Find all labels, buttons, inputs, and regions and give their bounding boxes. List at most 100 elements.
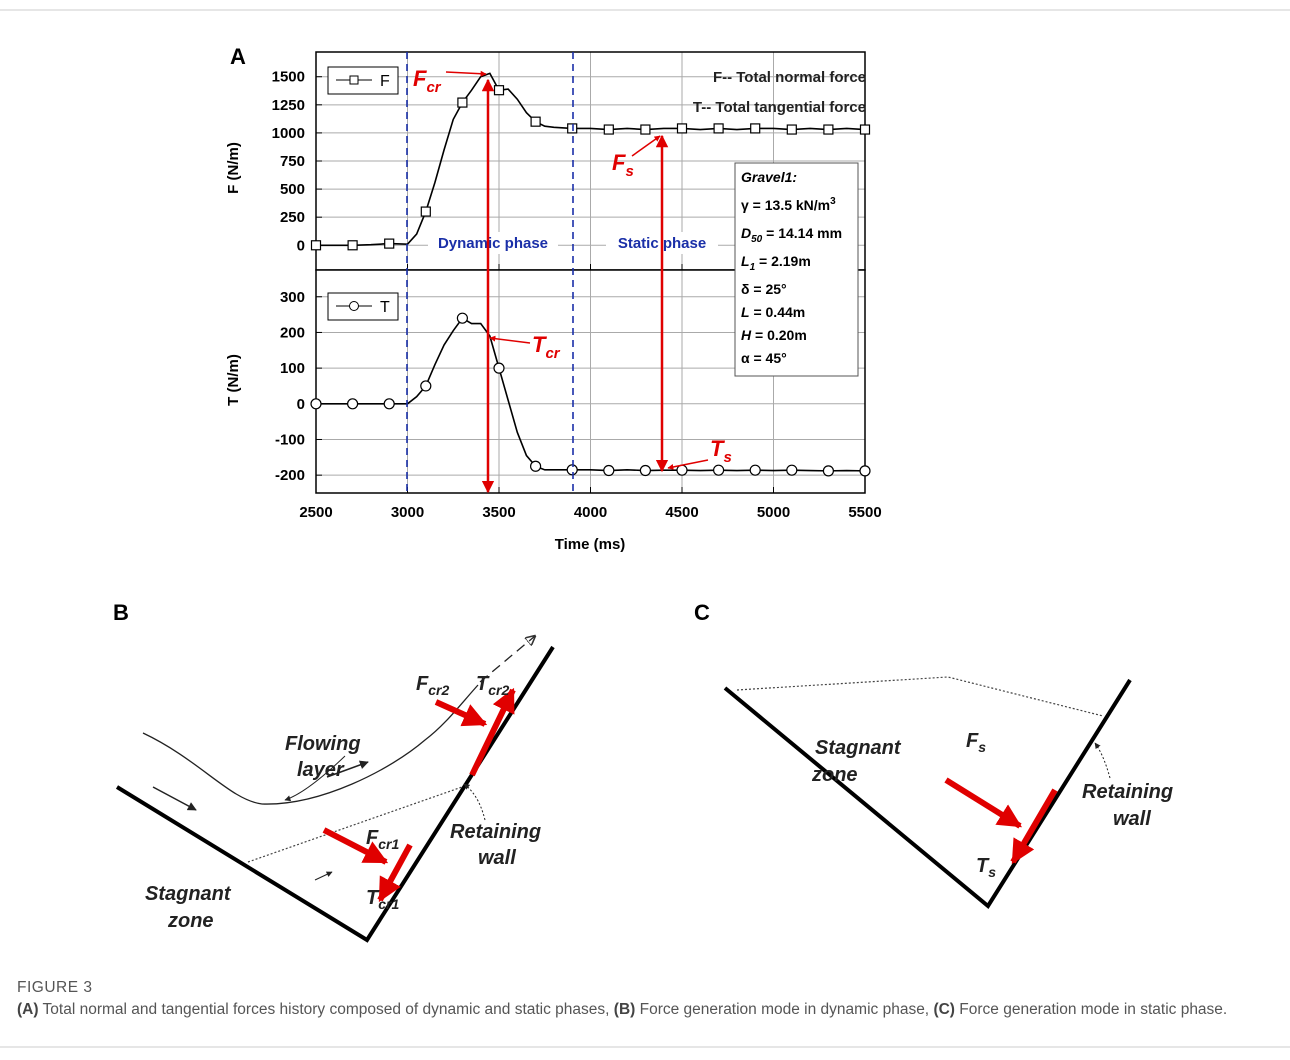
marker (676, 123, 688, 134)
info-line: D50 = 14.14 mm (741, 225, 842, 245)
x-tick-label: 5000 (757, 504, 790, 521)
legend-label: T (380, 299, 390, 316)
annotation: Dynamic phase (438, 235, 548, 252)
y-tick-label: 250 (280, 209, 305, 226)
annotation-text: F (612, 150, 626, 175)
force-text: F (416, 673, 429, 695)
marker (310, 240, 322, 251)
force-label: Tcr1 (366, 887, 399, 912)
marker (786, 124, 797, 135)
x-tick-label: 4000 (574, 504, 607, 521)
legend-marker (349, 301, 359, 311)
marker (749, 464, 761, 476)
info-text: L (741, 253, 750, 269)
y-tick-label: 750 (280, 153, 305, 170)
leader (463, 783, 486, 821)
info-box (734, 162, 859, 377)
info-text: = 2.19m (755, 253, 811, 269)
y-tick-label: 1500 (272, 69, 305, 86)
marker (750, 123, 761, 134)
x-tick-label: 2500 (299, 504, 332, 521)
flow-arrow (479, 636, 535, 683)
marker (493, 362, 505, 374)
force-text: T (976, 855, 990, 877)
marker (822, 465, 835, 477)
force-text: T (366, 887, 380, 909)
info-text: δ = 25° (741, 281, 787, 297)
ground-wall (723, 678, 1132, 909)
info-text: 50 (751, 234, 763, 245)
marker (383, 398, 395, 410)
diagram-label: Stagnant (815, 737, 902, 759)
force-label: Fcr1 (366, 827, 399, 852)
y-tick-label: 500 (280, 181, 305, 198)
diagram-label: Flowing (285, 733, 361, 755)
diagram-label: wall (1113, 808, 1151, 830)
y-tick-label: -100 (275, 431, 305, 448)
annotation: Tcr (532, 332, 561, 362)
pointer-arrow (445, 70, 487, 77)
y-tick-label: 1000 (272, 125, 305, 142)
marker (712, 464, 725, 476)
flow-surface (142, 684, 479, 805)
marker (420, 380, 432, 392)
annotation-text: F (413, 66, 427, 91)
force-label: Fs (966, 730, 986, 755)
axes-frame (315, 269, 866, 494)
marker (823, 124, 834, 135)
y-tick-label: 0 (297, 237, 305, 254)
panel-label: C (694, 600, 710, 625)
ground-wall (115, 645, 555, 943)
marker (639, 464, 652, 477)
annotation: Ts (710, 436, 732, 466)
marker (603, 124, 614, 135)
diagram-label: Retaining (450, 821, 541, 843)
y-tick-label: 0 (297, 396, 305, 413)
marker (529, 460, 542, 472)
boundary (247, 786, 463, 863)
info-text: D (741, 225, 751, 241)
panel-label: B (113, 600, 129, 625)
info-text: = 14.14 mm (762, 225, 842, 241)
annotation-text: cr (426, 79, 441, 96)
diagram-label: Stagnant (145, 883, 232, 905)
force-text: cr1 (378, 836, 399, 852)
info-text: = 0.44m (750, 304, 806, 320)
force-text: s (988, 864, 996, 880)
x-axis-label: Time (ms) (555, 536, 626, 553)
y-axis-label: F (N/m) (225, 142, 242, 194)
caption-part: (A) (17, 1001, 39, 1018)
y-tick-label: 200 (280, 324, 305, 341)
info-line: L = 0.44m (741, 304, 805, 320)
info-line: H = 0.20m (741, 327, 807, 343)
diagram-label: wall (478, 847, 516, 869)
x-tick-label: 5500 (848, 504, 881, 521)
annotation: F-- Total normal force (713, 69, 866, 86)
panel-label: A (230, 44, 246, 69)
annotation-text: cr (545, 345, 560, 362)
info-text: 1 (750, 262, 756, 273)
caption-part: (C) (933, 1001, 955, 1018)
figure-number: FIGURE 3 (17, 979, 93, 996)
info-text: H (741, 327, 752, 343)
leader (284, 755, 346, 802)
y-tick-label: 1250 (272, 97, 305, 114)
x-tick-label: 3500 (482, 504, 515, 521)
flow-arrow (326, 760, 369, 778)
marker (493, 85, 505, 96)
force-arrow (944, 777, 1023, 829)
boundary (736, 676, 1104, 717)
caption: FIGURE 3 (A) Total normal and tangential… (17, 978, 1257, 1020)
annotation-text: T (532, 332, 547, 357)
force-arrow (469, 687, 516, 777)
info-text: 3 (830, 196, 836, 207)
x-tick-label: 3000 (391, 504, 424, 521)
y-tick-label: 300 (280, 289, 305, 306)
info-text: γ = 13.5 kN/m (741, 197, 830, 213)
force-arrow (377, 843, 413, 903)
diagram-label: layer (297, 759, 345, 781)
force-text: cr2 (488, 682, 509, 698)
diagram-label: Retaining (1082, 781, 1173, 803)
force-text: cr1 (378, 896, 399, 912)
